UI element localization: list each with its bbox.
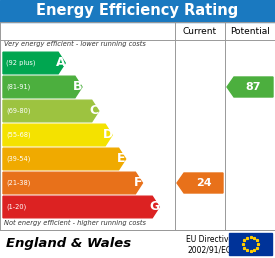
Polygon shape — [3, 76, 82, 98]
Text: E: E — [117, 152, 125, 165]
Polygon shape — [3, 52, 65, 74]
Text: (69-80): (69-80) — [6, 108, 31, 114]
Polygon shape — [227, 77, 273, 97]
Polygon shape — [3, 148, 126, 170]
Text: F: F — [134, 176, 142, 189]
Polygon shape — [3, 172, 142, 194]
Text: D: D — [103, 128, 113, 141]
Polygon shape — [177, 173, 223, 193]
Text: 24: 24 — [196, 178, 211, 188]
Text: (21-38): (21-38) — [6, 180, 30, 186]
Text: (39-54): (39-54) — [6, 156, 30, 162]
Text: Potential: Potential — [230, 27, 270, 36]
Text: Energy Efficiency Rating: Energy Efficiency Rating — [36, 4, 239, 19]
Polygon shape — [3, 124, 112, 146]
Text: G: G — [150, 200, 160, 214]
Polygon shape — [3, 196, 159, 218]
Text: (55-68): (55-68) — [6, 132, 31, 138]
Text: (92 plus): (92 plus) — [6, 60, 35, 66]
Bar — [229, 233, 272, 255]
Text: Not energy efficient - higher running costs: Not energy efficient - higher running co… — [4, 220, 146, 226]
Polygon shape — [3, 100, 99, 122]
Text: Current: Current — [183, 27, 217, 36]
Text: C: C — [90, 104, 99, 117]
Bar — [0, 0, 275, 22]
Text: B: B — [73, 80, 82, 93]
Text: 2002/91/EC: 2002/91/EC — [188, 246, 232, 255]
Text: Very energy efficient - lower running costs: Very energy efficient - lower running co… — [4, 41, 146, 47]
Text: A: A — [56, 57, 65, 69]
Bar — [0, 22, 275, 230]
Text: (81-91): (81-91) — [6, 84, 30, 90]
Text: 87: 87 — [246, 82, 261, 92]
Text: (1-20): (1-20) — [6, 204, 26, 210]
Text: EU Directive: EU Directive — [186, 235, 233, 244]
Text: England & Wales: England & Wales — [6, 238, 131, 251]
